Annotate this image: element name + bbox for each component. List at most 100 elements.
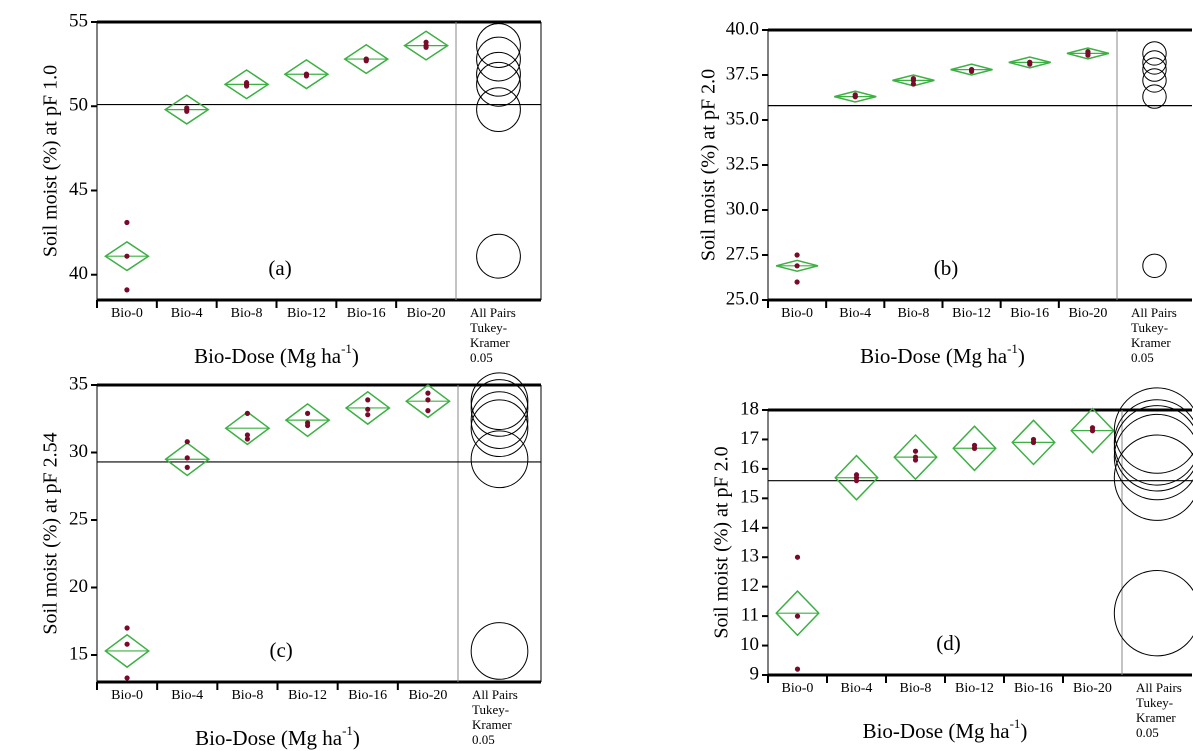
y-tick-label: 35 <box>69 373 88 394</box>
data-point <box>912 454 919 460</box>
comparison-label: Tukey- <box>1136 695 1173 710</box>
data-point <box>794 613 801 619</box>
x-tick-label: Bio-12 <box>287 306 326 321</box>
y-tick-label: 40.0 <box>726 18 759 39</box>
y-tick-label: 15 <box>69 643 88 664</box>
x-tick-label: Bio-12 <box>288 688 327 703</box>
x-axis-label: Bio-Dose (Mg ha-1) <box>195 723 360 749</box>
comparison-circle <box>1142 253 1167 278</box>
x-tick-label: Bio-12 <box>955 681 994 696</box>
comparison-label: Kramer <box>472 717 512 732</box>
comparison-label: 0.05 <box>470 350 493 365</box>
comparison-circle <box>470 379 529 437</box>
panel-label: (c) <box>269 638 292 662</box>
comparison-circle <box>1142 84 1167 109</box>
data-point <box>304 422 311 429</box>
x-axis-label: Bio-Dose (Mg ha-1) <box>860 341 1025 367</box>
data-point <box>852 92 858 98</box>
panel-label: (a) <box>268 256 291 280</box>
data-point <box>124 253 130 259</box>
comparison-circle <box>1142 41 1167 66</box>
comparison-label: 0.05 <box>1131 350 1154 365</box>
x-axis-label-end: ) <box>353 726 360 750</box>
y-tick-label: 18 <box>740 398 759 419</box>
comparison-label: Tukey- <box>470 320 507 335</box>
x-tick-label: Bio-20 <box>408 688 447 703</box>
x-axis-label-text: Bio-Dose (Mg ha <box>195 726 343 750</box>
data-point <box>1089 425 1096 431</box>
data-point <box>244 410 251 416</box>
x-axis-label-sup: -1 <box>342 723 353 738</box>
comparison-circle <box>476 233 521 279</box>
panel-label: (d) <box>936 631 961 655</box>
x-axis-label-end: ) <box>1020 719 1027 743</box>
y-tick-label: 12 <box>740 575 759 596</box>
comparison-circle <box>1113 413 1193 501</box>
x-axis-label-sup: -1 <box>1007 341 1018 356</box>
data-point <box>794 263 800 269</box>
data-point <box>184 455 190 461</box>
data-point <box>124 625 130 631</box>
y-tick-label: 25 <box>69 508 88 529</box>
comparison-circle <box>470 399 529 458</box>
x-tick-label: Bio-20 <box>1068 306 1107 321</box>
comparison-label: Tukey- <box>1131 320 1168 335</box>
x-tick-label: Bio-4 <box>171 306 203 321</box>
x-axis-label-sup: -1 <box>1010 716 1021 731</box>
data-point <box>184 464 190 470</box>
data-point <box>124 287 130 293</box>
data-point <box>124 675 130 681</box>
data-point <box>303 71 310 77</box>
x-axis-label: Bio-Dose (Mg ha-1) <box>863 716 1028 742</box>
x-tick-label: Bio-4 <box>171 688 203 703</box>
comparison-circle <box>470 391 529 449</box>
data-point <box>425 397 431 403</box>
x-tick-label: Bio-12 <box>952 306 991 321</box>
x-axis-label-end: ) <box>352 344 359 368</box>
x-tick-label: Bio-16 <box>347 306 386 321</box>
panel-label: (b) <box>934 256 959 280</box>
data-point <box>1085 49 1091 55</box>
x-tick-label: Bio-4 <box>839 306 871 321</box>
x-tick-label: Bio-8 <box>231 306 263 321</box>
x-tick-label: Bio-16 <box>348 688 387 703</box>
y-tick-label: 13 <box>740 546 759 567</box>
data-point <box>794 554 801 560</box>
comparison-label: All Pairs <box>1131 305 1177 320</box>
y-tick-label: 14 <box>740 516 760 537</box>
data-point <box>304 410 311 416</box>
y-tick-label: 50 <box>69 95 88 116</box>
y-tick-label: 32.5 <box>726 153 759 174</box>
data-point <box>1030 436 1037 443</box>
comparison-circle <box>470 430 529 489</box>
y-tick-label: 17 <box>740 428 759 449</box>
comparison-circle <box>1113 434 1193 521</box>
x-axis-label-text: Bio-Dose (Mg ha <box>863 719 1011 743</box>
data-point <box>365 406 371 412</box>
y-tick-label: 27.5 <box>726 243 759 264</box>
x-axis-label-text: Bio-Dose (Mg ha <box>860 344 1008 368</box>
comparison-label: Kramer <box>1136 710 1176 725</box>
comparison-circle <box>476 23 521 68</box>
y-tick-label: 11 <box>741 604 759 625</box>
comparison-label: All Pairs <box>1136 680 1182 695</box>
x-axis-label-end: ) <box>1018 344 1025 368</box>
data-point <box>1027 59 1033 65</box>
data-point <box>910 76 917 82</box>
x-tick-label: Bio-8 <box>897 306 929 321</box>
data-point <box>971 445 978 451</box>
y-tick-label: 35.0 <box>726 108 759 129</box>
data-point <box>124 641 130 647</box>
y-tick-label: 20 <box>69 576 88 597</box>
data-point <box>910 81 917 87</box>
comparison-circle <box>1142 50 1167 75</box>
data-point <box>853 475 860 481</box>
comparison-circle <box>1142 68 1167 93</box>
x-axis-label-sup: -1 <box>341 341 352 356</box>
comparison-circle <box>1113 569 1193 657</box>
x-axis-label-text: Bio-Dose (Mg ha <box>194 344 342 368</box>
data-point <box>363 56 369 62</box>
data-point <box>184 105 190 111</box>
y-tick-label: 45 <box>69 179 88 200</box>
